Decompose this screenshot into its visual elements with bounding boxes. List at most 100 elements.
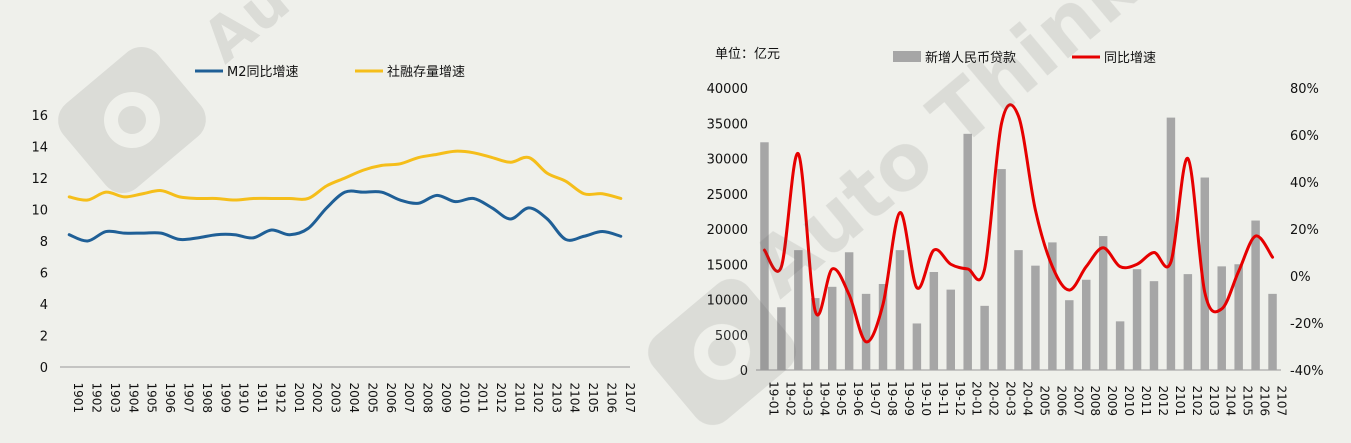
x-tick-label: 1911 (255, 382, 269, 413)
loan-bar (895, 250, 905, 370)
x-tick-label: 2009 (1105, 385, 1119, 416)
loan-bar (794, 250, 803, 370)
x-tick-label: 1903 (108, 382, 122, 413)
x-tick-label: 19-09 (902, 381, 916, 416)
loan-bar (929, 272, 939, 370)
y2-tick-label: 20% (1290, 223, 1319, 238)
loan-bar (861, 293, 871, 370)
x-tick-label: 2010 (457, 382, 471, 413)
legend-label: 新增人民币贷款 (925, 50, 1016, 66)
x-tick-label: 1908 (200, 382, 214, 413)
series-line (67, 149, 623, 202)
loan-bar (811, 298, 820, 370)
loan-bar (1132, 269, 1142, 370)
x-tick-label: 20-01 (970, 381, 984, 416)
x-tick-label: 19-03 (800, 381, 814, 416)
loan-bar (827, 286, 837, 370)
x-tick-label: 2008 (421, 382, 435, 413)
x-tick-label: 2101 (1173, 385, 1187, 416)
x-tick-label: 1909 (218, 382, 232, 413)
loan-bar (844, 252, 854, 370)
y-tick-label: 30000 (707, 153, 748, 168)
y-tick-label: 35000 (707, 117, 748, 132)
y-tick-label: 14 (31, 141, 48, 156)
loan-bar (1115, 321, 1125, 370)
y-tick-label: 16 (31, 109, 48, 124)
x-tick-label: 2101 (512, 382, 526, 413)
x-tick-label: 20-04 (1021, 381, 1035, 416)
x-tick-label: 2104 (568, 382, 582, 413)
loan-bar (1098, 236, 1108, 370)
x-tick-label: 2103 (1207, 385, 1221, 416)
y-tick-label: 4 (40, 298, 48, 313)
x-tick-label: 1902 (90, 382, 104, 413)
loan-bar (963, 133, 972, 370)
unit-label: 单位：亿元 (715, 47, 780, 62)
loan-bar (1166, 117, 1176, 370)
x-tick-label: 19-08 (885, 381, 899, 416)
loan-bar (878, 283, 888, 370)
x-tick-label: 2004 (347, 382, 361, 413)
loan-bar (980, 305, 989, 370)
x-tick-label: 1905 (145, 382, 159, 413)
loan-bar (760, 142, 769, 370)
legend-label: 同比增速 (1104, 51, 1156, 66)
x-tick-label: 2003 (329, 382, 343, 413)
y-tick-label: 20000 (707, 223, 748, 238)
x-tick-label: 2012 (494, 382, 508, 413)
loan-bar (1031, 265, 1040, 370)
x-tick-label: 2006 (1054, 385, 1068, 416)
x-tick-label: 2011 (476, 382, 490, 413)
x-tick-label: 2102 (531, 382, 545, 413)
x-tick-label: 1901 (71, 382, 85, 413)
x-tick-label: 2106 (604, 382, 618, 413)
y-tick-label: 5000 (715, 329, 748, 344)
x-tick-label: 2107 (1275, 385, 1289, 416)
y2-tick-label: 40% (1290, 176, 1319, 191)
x-tick-label: 19-11 (936, 381, 950, 416)
x-tick-label: 2008 (1088, 385, 1102, 416)
legend-swatch (893, 51, 921, 62)
x-tick-label: 2107 (623, 382, 637, 413)
loan-bar (777, 307, 786, 370)
x-tick-label: 19-05 (834, 381, 848, 416)
x-tick-label: 2105 (1241, 385, 1255, 416)
y-tick-label: 6 (40, 267, 48, 282)
y2-tick-label: 80% (1290, 82, 1319, 97)
loan-bar (946, 289, 955, 370)
y-tick-label: 25000 (707, 188, 748, 203)
x-tick-label: 2011 (1139, 385, 1153, 416)
x-tick-label: 1910 (237, 382, 251, 413)
y-tick-label: 10 (31, 204, 48, 219)
loan-bar (1234, 264, 1243, 370)
x-tick-label: 19-02 (783, 381, 797, 416)
loan-bar (1065, 300, 1074, 370)
x-tick-label: 2007 (402, 382, 416, 413)
y-tick-label: 10000 (707, 294, 748, 309)
x-tick-label: 2010 (1122, 385, 1136, 416)
loan-bar (1183, 274, 1193, 370)
x-tick-label: 20-02 (987, 381, 1001, 416)
x-tick-label: 1906 (163, 382, 177, 413)
x-tick-label: 2012 (1156, 385, 1170, 416)
y-tick-label: 0 (740, 364, 748, 379)
x-tick-label: 2001 (292, 382, 306, 413)
y2-tick-label: -20% (1290, 317, 1324, 332)
y2-tick-label: 60% (1290, 129, 1319, 144)
loan-bar (997, 169, 1006, 370)
x-tick-label: 19-12 (953, 381, 967, 416)
x-tick-label: 1904 (126, 382, 140, 413)
x-tick-label: 2104 (1224, 385, 1238, 416)
loan-bar (1048, 242, 1057, 370)
y-tick-label: 12 (31, 172, 48, 187)
y-tick-label: 40000 (707, 82, 748, 97)
y2-tick-label: -40% (1290, 364, 1324, 379)
x-tick-label: 2009 (439, 382, 453, 413)
x-tick-label: 2102 (1190, 385, 1204, 416)
x-tick-label: 2103 (549, 382, 563, 413)
x-tick-label: 19-04 (817, 381, 831, 416)
yoy-line (762, 103, 1275, 344)
x-tick-label: 1912 (273, 382, 287, 413)
x-tick-label: 19-10 (919, 381, 933, 416)
